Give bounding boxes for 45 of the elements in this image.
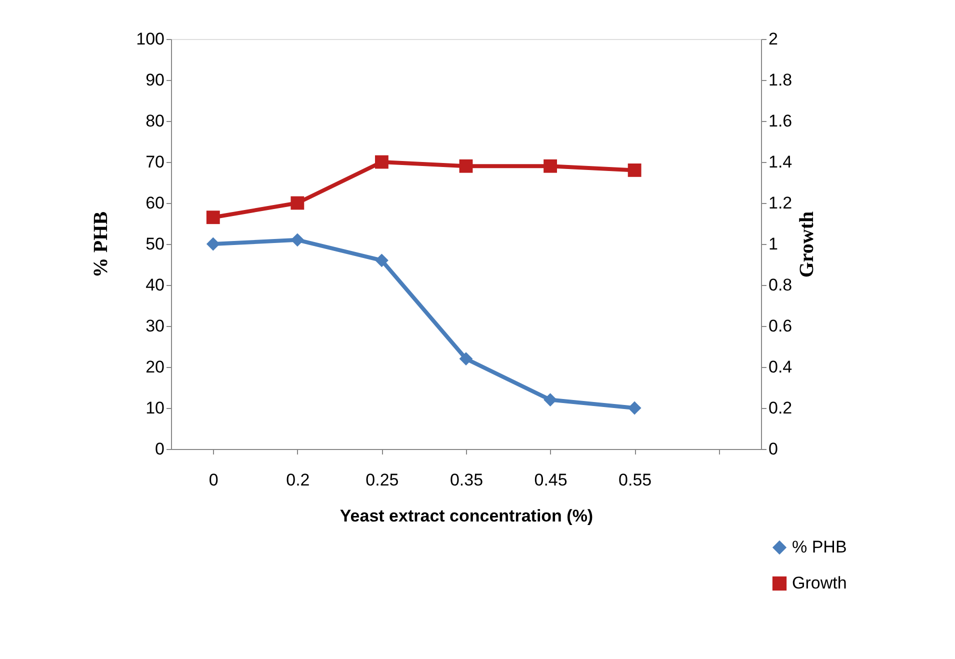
- y-tick-label: 90: [146, 70, 164, 90]
- point: [544, 393, 557, 407]
- y2-tick-label: 1.2: [768, 194, 792, 212]
- point: [628, 401, 642, 415]
- legend-label: % PHB: [792, 538, 847, 556]
- y2-axis-title: Growth: [796, 211, 818, 278]
- y2-tick-label: 1: [768, 234, 778, 254]
- y-tick-label: 20: [146, 358, 164, 376]
- y-tick-label: 10: [146, 398, 164, 418]
- y-tick-label: 40: [146, 276, 164, 294]
- point: [375, 155, 388, 169]
- y2-tick-label: 1.8: [768, 70, 792, 90]
- point: [544, 159, 557, 173]
- x-axis-title: Yeast extract concentration (%): [340, 506, 594, 526]
- point: [290, 233, 304, 247]
- y-tick-label: 0: [155, 440, 164, 458]
- y2-tick-label: 0.6: [768, 316, 792, 336]
- x-tick-label: 0.35: [450, 470, 484, 490]
- point: [459, 159, 473, 173]
- point: [206, 210, 220, 224]
- y-tick-label: 80: [146, 112, 164, 130]
- x-tick-label: 0.2: [286, 470, 310, 490]
- y2-tick-label: 0.4: [768, 358, 792, 376]
- y2-tick-label: 0.8: [768, 276, 792, 294]
- point: [206, 237, 220, 251]
- y2-tick-label: 2: [768, 30, 778, 48]
- y-tick-label: 100: [136, 30, 164, 48]
- y-axis-title: % PHB: [90, 211, 112, 278]
- legend-label: Growth: [792, 574, 847, 592]
- x-tick-label: 0.25: [366, 470, 399, 490]
- y2-tick-label: 1.6: [768, 112, 792, 130]
- x-tick-label: 0.45: [534, 470, 568, 490]
- y-tick-label: 70: [146, 152, 164, 172]
- x-tick-label: 0: [208, 470, 218, 490]
- y2-tick-label: 0.2: [768, 398, 792, 418]
- y-tick-label: 30: [146, 316, 164, 336]
- y-tick-label: 60: [146, 194, 164, 212]
- point: [375, 254, 388, 268]
- point: [290, 196, 304, 210]
- x-tick-label: 0.55: [618, 470, 652, 490]
- point: [459, 352, 473, 366]
- y-tick-label: 50: [146, 234, 164, 254]
- y2-tick-label: 1.4: [768, 152, 792, 172]
- point: [628, 163, 642, 177]
- y2-tick-label: 0: [768, 440, 778, 458]
